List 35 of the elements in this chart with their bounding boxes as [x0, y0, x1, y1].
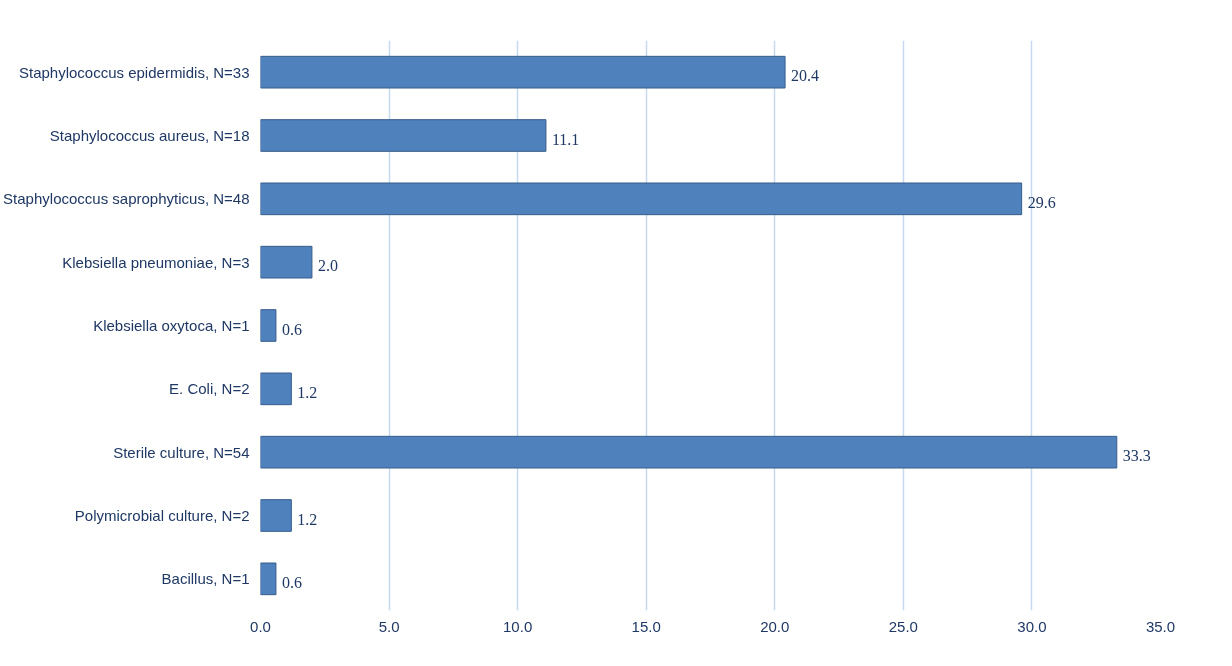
x-tick-label: 35.0: [1145, 617, 1176, 635]
data-label: 1.2: [297, 510, 318, 528]
bar: [260, 119, 547, 152]
bar: [260, 245, 313, 279]
y-tick-label: Staphylococcus epidermidis, N=33: [18, 63, 250, 81]
data-label: 29.6: [1027, 193, 1056, 211]
x-tick-label: 5.0: [378, 617, 400, 635]
x-tick-label: 30.0: [1017, 617, 1047, 635]
bar: [260, 182, 1023, 216]
y-tick-label: Klebsiella pneumoniae, N=3: [62, 253, 250, 271]
y-tick-label: Klebsiella oxytoca, N=1: [93, 317, 250, 334]
x-tick-label: 20.0: [760, 617, 790, 635]
y-tick-label: Bacillus, N=1: [161, 570, 250, 588]
x-tick-label: 10.0: [503, 617, 533, 635]
bar: [260, 55, 786, 89]
x-tick-label: 25.0: [888, 617, 918, 635]
data-label: 33.3: [1122, 447, 1151, 465]
data-label: 11.1: [551, 130, 580, 148]
bar: [260, 435, 1118, 469]
bar: [260, 499, 292, 532]
data-label: 0.6: [281, 573, 302, 591]
y-tick-label: Staphylococcus saprophyticus, N=48: [3, 190, 250, 208]
bar: [260, 309, 277, 342]
y-tick-label: Staphylococcus aureus, N=18: [49, 127, 250, 144]
bar: [260, 562, 277, 596]
data-label: 0.6: [281, 320, 302, 338]
x-tick-label: 0.0: [250, 617, 271, 635]
y-tick-label: Sterile culture, N=54: [113, 443, 250, 461]
data-label: 20.4: [791, 67, 820, 85]
y-tick-label: Polymicrobial culture, N=2: [74, 507, 250, 524]
data-label: 2.0: [317, 257, 338, 275]
y-tick-label: E. Coli, N=2: [169, 380, 250, 398]
data-label: 1.2: [297, 383, 318, 401]
bar: [260, 372, 292, 406]
x-tick-label: 15.0: [631, 617, 661, 635]
